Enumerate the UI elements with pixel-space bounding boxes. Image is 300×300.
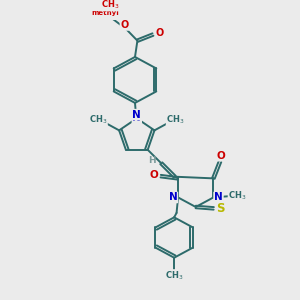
Text: methyl: methyl (91, 10, 119, 16)
Text: N: N (169, 192, 177, 203)
Text: H: H (148, 157, 155, 166)
Text: CH$_3$: CH$_3$ (89, 113, 107, 126)
Text: N: N (132, 110, 141, 120)
Text: CH$_3$: CH$_3$ (100, 0, 119, 11)
Text: S: S (216, 202, 225, 215)
Text: CH$_3$: CH$_3$ (228, 189, 247, 202)
Text: O: O (216, 151, 225, 161)
Text: CH$_3$: CH$_3$ (165, 270, 183, 282)
Text: N: N (132, 113, 141, 123)
Text: N: N (214, 192, 223, 203)
Text: O: O (155, 28, 164, 38)
Text: O: O (150, 170, 158, 180)
Text: CH$_3$: CH$_3$ (166, 113, 185, 126)
Text: O: O (120, 20, 129, 30)
